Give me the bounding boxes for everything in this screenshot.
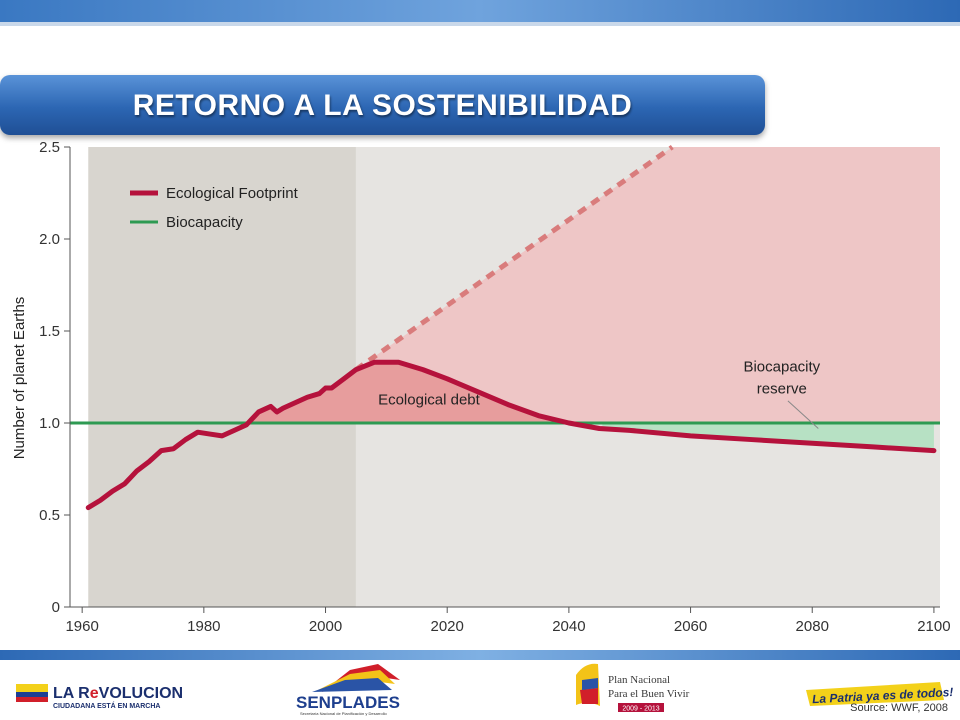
x-tick-label: 2040 xyxy=(552,618,585,635)
la-revolucion-e: e xyxy=(90,685,99,702)
y-tick-label: 1.5 xyxy=(39,323,60,340)
plan-nacional-line1: Plan Nacional xyxy=(608,674,670,686)
plan-nacional-years-bar xyxy=(618,703,664,712)
x-tick-label: 1960 xyxy=(65,618,98,635)
plan-nacional-emblem-red xyxy=(580,688,598,704)
historical-period-bg xyxy=(88,147,356,607)
x-tick-label: 1980 xyxy=(187,618,220,635)
senplades-logo: SENPLADES Secretaría Nacional de Planifi… xyxy=(296,664,400,716)
plan-nacional-line2: Para el Buen Vivir xyxy=(608,688,690,700)
slide-title: RETORNO A LA SOSTENIBILIDAD xyxy=(132,89,633,122)
la-patria-banner xyxy=(806,682,944,706)
plan-nacional-years: 2009 - 2013 xyxy=(622,706,659,713)
top-bar-shadow xyxy=(0,22,960,26)
senplades-subtitle: Secretaría Nacional de Planificación y D… xyxy=(300,711,387,716)
la-revolucion-logo: LA ReVOLUCION CIUDADANA ESTÁ EN MARCHA xyxy=(16,684,183,710)
legend-label: Ecological Footprint xyxy=(166,185,299,202)
top-decorative-bar xyxy=(0,0,960,22)
bottom-decorative-bar xyxy=(0,650,960,660)
axes-layer: 1960 1980 2000 2020 2040 2060 2080 2100 0 0.5 1.0 1… xyxy=(39,139,950,635)
senplades-emblem-blue xyxy=(312,678,392,692)
x-tick-label: 2100 xyxy=(917,618,950,635)
x-tick-label: 2060 xyxy=(674,618,707,635)
title-banner: RETORNO A LA SOSTENIBILIDAD xyxy=(0,75,765,135)
x-tick-label: 2080 xyxy=(796,618,829,635)
chart: 1960 1980 2000 2020 2040 2060 2080 2100 0 0.5 1.0 1… xyxy=(5,97,960,642)
la-patria-logo: La Patria ya es de todos! xyxy=(806,682,954,706)
chart-legend: Ecological Footprint Biocapacity xyxy=(130,185,299,231)
y-tick-label: 2.5 xyxy=(39,139,60,156)
legend-label: Biocapacity xyxy=(166,214,243,231)
la-revolucion-line1: LA ReVOLUCION xyxy=(53,685,183,702)
x-tick-label: 2000 xyxy=(309,618,342,635)
footprint-projection-dashed xyxy=(354,144,674,372)
source-note: Source: WWF, 2008 xyxy=(850,702,948,714)
la-revolucion-line1-a: LA R xyxy=(53,685,90,702)
overshoot-scenario-fill xyxy=(355,147,940,423)
plan-nacional-logo: Plan Nacional Para el Buen Vivir 2009 - … xyxy=(576,663,690,713)
x-tick-label: 2020 xyxy=(431,618,464,635)
la-revolucion-line1-b: VOLUCION xyxy=(99,685,183,702)
la-revolucion-line2: CIUDADANA ESTÁ EN MARCHA xyxy=(53,701,160,710)
annotation-label: Biocapacity xyxy=(743,358,820,375)
flag-yellow xyxy=(16,684,48,692)
plot-layer xyxy=(70,144,940,607)
plan-nacional-emblem-blue xyxy=(582,678,598,690)
senplades-name: SENPLADES xyxy=(296,693,400,712)
reserve-leader-line xyxy=(787,400,819,429)
y-tick-label: 0.5 xyxy=(39,507,60,524)
y-axis-label: Number of planet Earths xyxy=(11,297,28,460)
y-tick-label: 2.0 xyxy=(39,231,60,248)
flag-red xyxy=(16,697,48,702)
flag-blue xyxy=(16,692,48,697)
chart-annotations: Ecological debt Biocapacity reserve xyxy=(378,358,821,429)
annotation-label: Ecological debt xyxy=(378,392,481,409)
y-tick-label: 1.0 xyxy=(39,415,60,432)
y-tick-label: 0 xyxy=(52,599,60,616)
annotation-label: reserve xyxy=(757,381,807,398)
ecological-footprint-line xyxy=(85,359,937,511)
